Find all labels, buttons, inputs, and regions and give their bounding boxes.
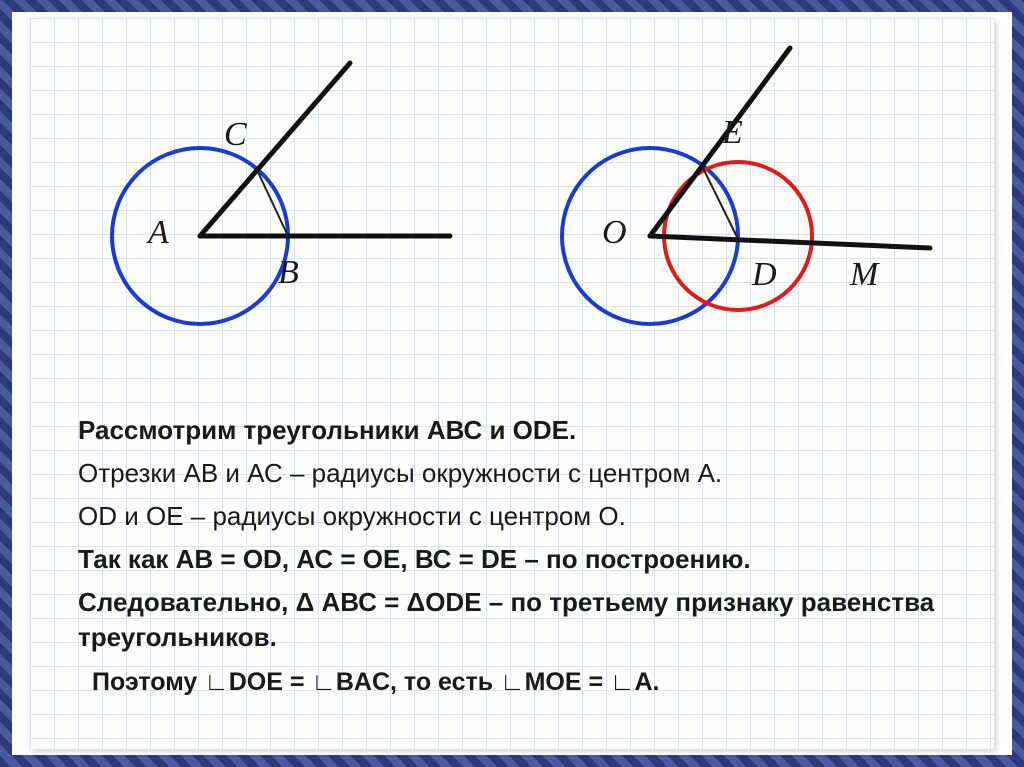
proof-line-4: Так как АВ = ОD, АС = ОЕ, ВС = DE – по п… [78, 542, 954, 577]
proof-line-1: Рассмотрим треугольники АВС и ОDE. [78, 413, 954, 448]
proof-line-6: Поэтому ∟DOE = ∟BAC, то есть ∟MOE = ∟A. [92, 666, 954, 700]
label-M: M [850, 256, 878, 294]
label-D: D [752, 256, 777, 294]
proof-line-2: Отрезки АВ и АС – радиусы окружности с ц… [78, 456, 954, 491]
ray-OM [650, 236, 930, 248]
label-B: B [278, 254, 299, 292]
label-C: C [224, 116, 247, 154]
proof-line-3: ОD и ОЕ – радиусы окружности с центром О… [78, 499, 954, 534]
label-A: A [148, 214, 169, 252]
ray-OE [650, 48, 790, 236]
proof-text: Рассмотрим треугольники АВС и ОDE. Отрез… [78, 413, 954, 707]
label-O: O [602, 214, 627, 252]
proof-line-5: Следовательно, Δ АВС = ΔОDE – по третьем… [78, 585, 954, 655]
label-E: E [722, 114, 743, 152]
geometry-diagram [30, 18, 994, 378]
